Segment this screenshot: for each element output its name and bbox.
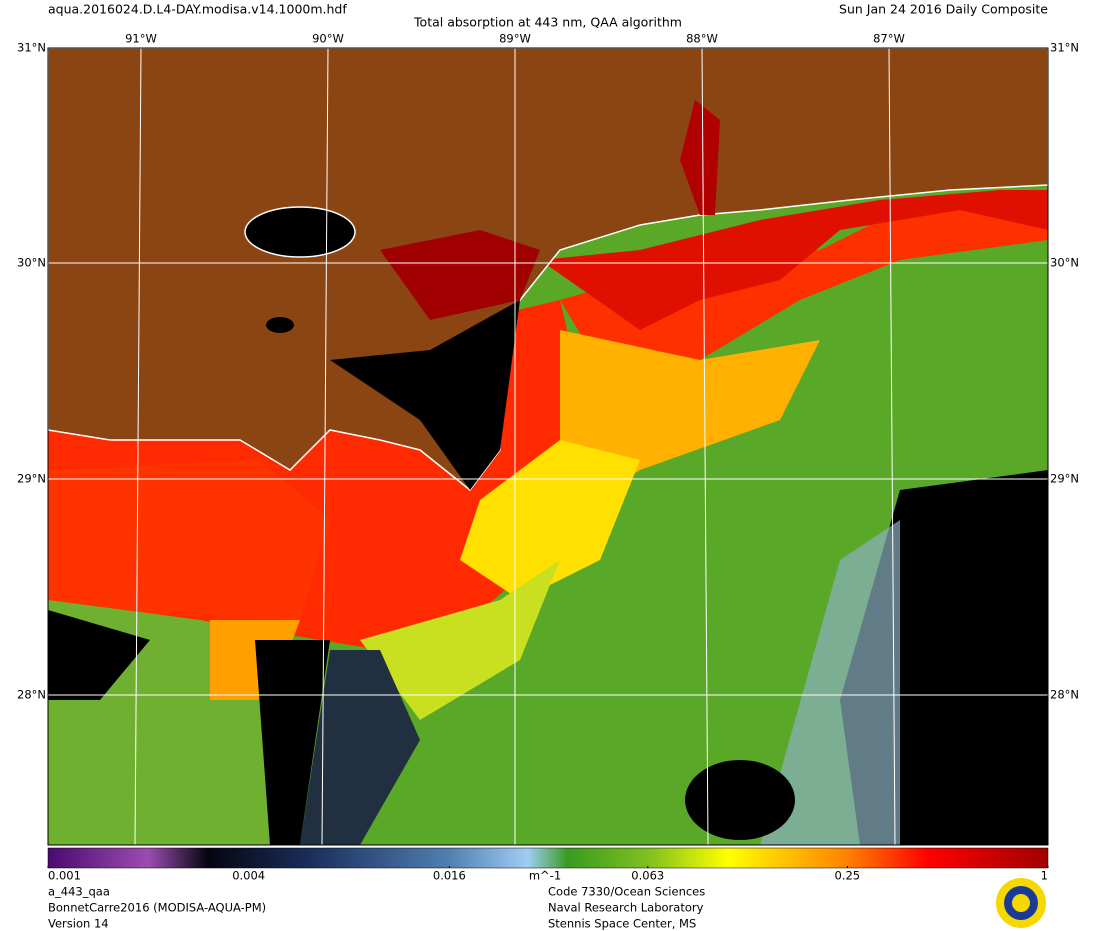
lon-label: 88°W [686,32,718,46]
org-line: Stennis Space Center, MS [548,917,696,931]
colorbar-ticks: 0.001 0.004 0.016 0.063 0.25 1 [47,866,1049,883]
lon-label: 87°W [873,32,905,46]
map-image [48,48,1048,845]
colorbar-tick-label: 0.001 [48,869,81,883]
colorbar-unit: m^-1 [529,869,561,883]
org-line: Naval Research Laboratory [548,901,704,915]
colorbar-tick-label: 0.004 [232,869,265,883]
org-line: Code 7330/Ocean Sciences [548,885,705,899]
colorbar [47,847,1049,869]
lat-label: 28°N [17,688,46,702]
lat-label: 31°N [17,41,46,55]
date: Sun Jan 24 2016 Daily Composite [839,2,1048,17]
lat-label: 29°N [1050,472,1079,486]
colorbar-tick-label: 0.25 [835,869,861,883]
lat-label: 31°N [1050,41,1079,55]
version: Version 14 [48,917,109,931]
lon-label: 90°W [312,32,344,46]
map-frame [47,47,1049,846]
colorbar-tick-label: 0.016 [433,869,466,883]
lon-label: 91°W [125,32,157,46]
graticule [48,48,1048,845]
colorbar-tick-label: 1 [1041,869,1048,883]
product: a_443_qaa [48,885,110,899]
logo [996,878,1046,928]
file-name: aqua.2016024.D.L4-DAY.modisa.v14.1000m.h… [48,2,347,17]
dataset: BonnetCarre2016 (MODISA-AQUA-PM) [48,901,266,915]
lat-label: 30°N [1050,256,1079,270]
lat-label: 30°N [17,256,46,270]
lat-label: 28°N [1050,688,1079,702]
map-title: Total absorption at 443 nm, QAA algorith… [413,15,682,30]
lon-label: 89°W [499,32,531,46]
graticule-labels: 31°N 31°N 30°N 30°N 29°N 29°N 28°N 28°N 91°W 90°W… [17,32,1079,702]
lat-label: 29°N [17,472,46,486]
colorbar-tick-label: 0.063 [631,869,664,883]
